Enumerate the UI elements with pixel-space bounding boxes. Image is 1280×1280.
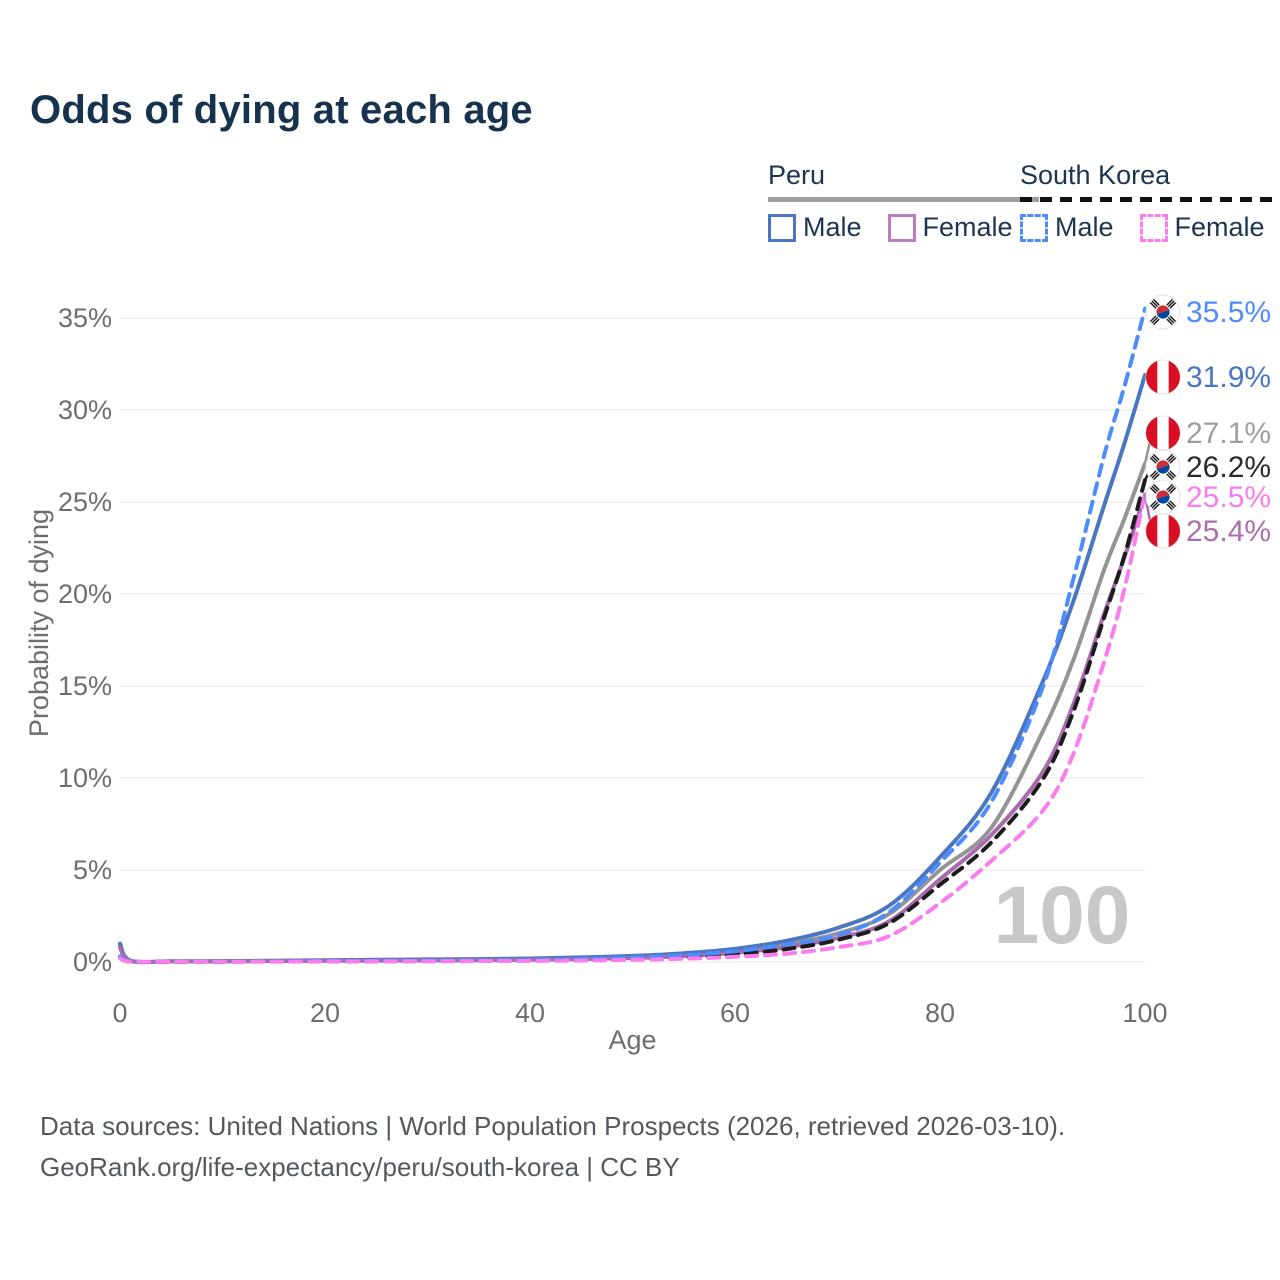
y-tick-label: 30% xyxy=(58,395,112,425)
age-cursor-watermark: 100 xyxy=(994,870,1131,961)
legend-swatch-south-korea-male[interactable] xyxy=(1020,213,1048,242)
legend-label-peru-female[interactable]: Female xyxy=(922,212,1013,242)
curve-peru-female[interactable] xyxy=(118,492,1147,965)
legend-label-south-korea-female[interactable]: Female xyxy=(1174,212,1265,242)
x-tick-label: 20 xyxy=(310,998,340,1028)
end-label-peru-female: 25.4% xyxy=(1186,515,1271,548)
source-url-line[interactable]: GeoRank.org/life-expectancy/peru/south-k… xyxy=(40,1152,680,1182)
x-tick-label: 100 xyxy=(1122,998,1167,1028)
south-korea-flag-icon xyxy=(1145,294,1181,330)
curve-south-korea-female[interactable] xyxy=(118,490,1147,964)
y-tick-label: 25% xyxy=(58,487,112,517)
legend-label-peru-male[interactable]: Male xyxy=(803,212,862,242)
end-label-peru-total: 27.1% xyxy=(1186,417,1271,450)
page-title: Odds of dying at each age xyxy=(30,88,533,132)
curve-south-korea-total[interactable] xyxy=(118,477,1147,964)
x-tick-label: 40 xyxy=(515,998,545,1028)
x-tick-label: 0 xyxy=(112,998,127,1028)
end-label-peru-male: 31.9% xyxy=(1186,361,1271,394)
curve-south-korea-male[interactable] xyxy=(118,306,1147,964)
legend-group-peru: Peru Male Female xyxy=(768,160,1039,243)
y-tick-label: 5% xyxy=(73,855,112,885)
x-tick-label: 80 xyxy=(925,998,955,1028)
legend-peru-line-swatch xyxy=(768,197,1039,202)
legend-peru-label[interactable]: Peru xyxy=(768,160,826,190)
end-label-south-korea-female: 25.5% xyxy=(1186,481,1271,514)
legend-swatch-peru-male[interactable] xyxy=(768,213,796,242)
y-tick-label: 0% xyxy=(73,947,112,977)
end-label-south-korea-total: 26.2% xyxy=(1186,451,1271,484)
y-tick-label: 20% xyxy=(58,579,112,609)
attribution: Data sources: United Nations | World Pop… xyxy=(40,1106,1065,1188)
legend-south-korea-line-swatch xyxy=(1020,197,1280,202)
y-tick-label: 35% xyxy=(58,303,112,333)
legend-group-south-korea: South Korea Male Female xyxy=(1020,160,1280,243)
legend-south-korea-label[interactable]: South Korea xyxy=(1020,160,1171,190)
curve-peru-total[interactable] xyxy=(118,461,1147,965)
y-axis-title: Probability of dying xyxy=(24,509,54,737)
legend-label-south-korea-male[interactable]: Male xyxy=(1055,212,1114,242)
legend-swatch-south-korea-female[interactable] xyxy=(1139,213,1168,242)
legend-swatch-peru-female[interactable] xyxy=(887,213,916,242)
south-korea-flag-icon xyxy=(1145,449,1181,485)
south-korea-flag-icon xyxy=(1145,479,1181,515)
end-label-south-korea-male: 35.5% xyxy=(1186,296,1271,329)
y-tick-label: 15% xyxy=(58,671,112,701)
x-tick-label: 60 xyxy=(720,998,750,1028)
data-source-line: Data sources: United Nations | World Pop… xyxy=(40,1111,1066,1141)
y-tick-label: 10% xyxy=(58,763,112,793)
peru-flag-icon xyxy=(1145,415,1181,451)
peru-flag-icon xyxy=(1145,359,1181,395)
curve-peru-male[interactable] xyxy=(118,373,1147,965)
x-axis-title: Age xyxy=(608,1025,656,1055)
peru-flag-icon xyxy=(1145,513,1181,549)
